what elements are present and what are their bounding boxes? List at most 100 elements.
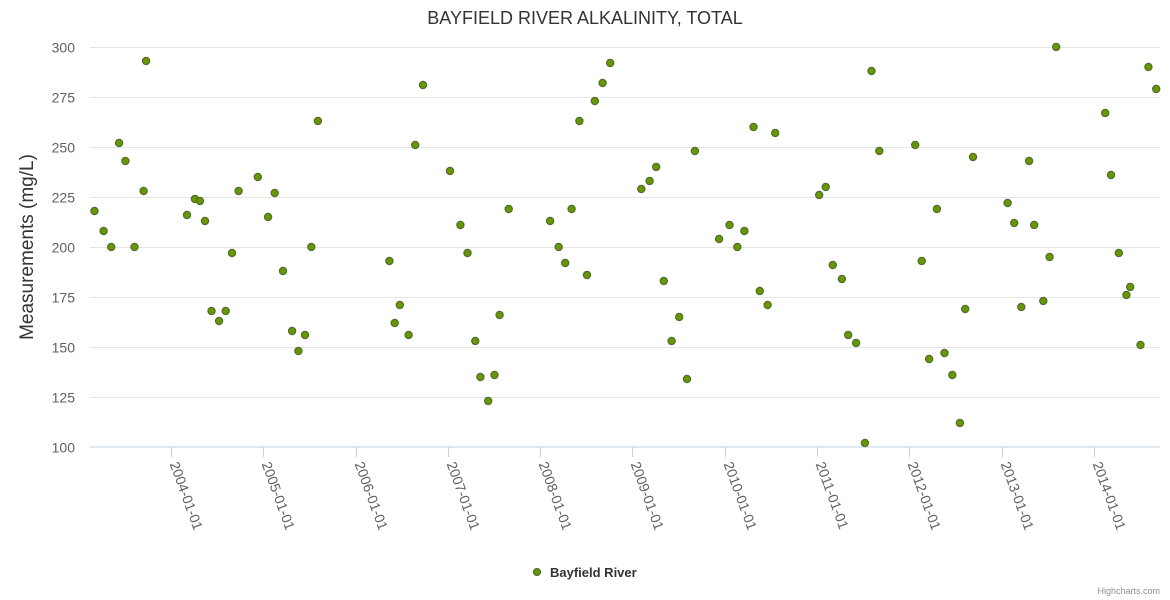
- data-point[interactable]: [1029, 220, 1039, 230]
- data-point[interactable]: [390, 318, 399, 328]
- data-point[interactable]: [445, 166, 455, 176]
- legend[interactable]: Bayfield River: [532, 565, 637, 580]
- data-point[interactable]: [968, 152, 978, 162]
- data-point[interactable]: [740, 226, 749, 236]
- data-point[interactable]: [1151, 84, 1161, 94]
- data-point[interactable]: [1122, 290, 1131, 300]
- data-point[interactable]: [561, 258, 570, 268]
- data-point[interactable]: [924, 354, 934, 364]
- data-point[interactable]: [99, 226, 108, 236]
- data-point[interactable]: [411, 140, 420, 150]
- data-point[interactable]: [484, 396, 493, 406]
- data-point[interactable]: [749, 122, 758, 132]
- data-point[interactable]: [875, 146, 884, 156]
- data-point[interactable]: [214, 316, 224, 326]
- data-point[interactable]: [130, 242, 139, 252]
- data-point[interactable]: [471, 336, 480, 346]
- data-point[interactable]: [200, 216, 210, 226]
- data-point[interactable]: [714, 234, 724, 244]
- data-point[interactable]: [227, 248, 237, 258]
- data-point[interactable]: [307, 242, 316, 252]
- data-point[interactable]: [1136, 340, 1145, 350]
- data-point[interactable]: [1114, 248, 1124, 258]
- data-point[interactable]: [221, 306, 230, 316]
- data-point[interactable]: [234, 186, 243, 196]
- data-point[interactable]: [567, 204, 576, 214]
- data-point[interactable]: [690, 146, 700, 156]
- data-point[interactable]: [821, 182, 830, 192]
- data-point[interactable]: [263, 212, 273, 222]
- data-point[interactable]: [867, 66, 876, 76]
- data-point[interactable]: [590, 96, 600, 106]
- data-point[interactable]: [1003, 198, 1012, 208]
- data-point[interactable]: [1045, 252, 1054, 262]
- data-point[interactable]: [300, 330, 310, 340]
- data-point[interactable]: [725, 220, 734, 230]
- data-point[interactable]: [418, 80, 428, 90]
- data-point[interactable]: [270, 188, 279, 198]
- data-point[interactable]: [948, 370, 957, 380]
- data-point[interactable]: [682, 374, 692, 384]
- data-point[interactable]: [961, 304, 970, 314]
- data-point[interactable]: [121, 156, 130, 166]
- data-point[interactable]: [1010, 218, 1019, 228]
- data-point[interactable]: [606, 58, 615, 68]
- data-point[interactable]: [955, 418, 965, 428]
- data-point[interactable]: [545, 216, 555, 226]
- data-point[interactable]: [253, 172, 262, 182]
- data-point[interactable]: [860, 438, 870, 448]
- data-point[interactable]: [207, 306, 216, 316]
- data-point[interactable]: [195, 196, 205, 206]
- data-point[interactable]: [844, 330, 853, 340]
- data-point[interactable]: [667, 336, 676, 346]
- data-point[interactable]: [637, 184, 646, 194]
- data-point[interactable]: [652, 162, 661, 172]
- data-point[interactable]: [645, 176, 654, 186]
- data-point[interactable]: [1017, 302, 1026, 312]
- data-point[interactable]: [287, 326, 297, 336]
- data-point[interactable]: [294, 346, 303, 356]
- data-point[interactable]: [90, 206, 99, 216]
- data-point[interactable]: [490, 370, 499, 380]
- data-point[interactable]: [139, 186, 148, 196]
- series-bayfield-river[interactable]: [90, 42, 1161, 448]
- data-point[interactable]: [495, 310, 504, 320]
- data-point[interactable]: [1144, 62, 1153, 72]
- data-point[interactable]: [940, 348, 949, 358]
- data-point[interactable]: [504, 204, 513, 214]
- credits-link[interactable]: Highcharts.com: [1097, 586, 1160, 596]
- data-point[interactable]: [763, 300, 772, 310]
- data-point[interactable]: [106, 242, 116, 252]
- data-point[interactable]: [755, 286, 765, 296]
- data-point[interactable]: [114, 138, 124, 148]
- data-point[interactable]: [675, 312, 684, 322]
- data-point[interactable]: [141, 56, 151, 66]
- data-point[interactable]: [837, 274, 847, 284]
- data-point[interactable]: [659, 276, 669, 286]
- data-point[interactable]: [1051, 42, 1061, 52]
- data-point[interactable]: [911, 140, 920, 150]
- data-point[interactable]: [1125, 282, 1135, 292]
- data-point[interactable]: [917, 256, 926, 266]
- data-point[interactable]: [1100, 108, 1110, 118]
- data-point[interactable]: [932, 204, 942, 214]
- data-point[interactable]: [575, 116, 584, 126]
- data-point[interactable]: [771, 128, 780, 138]
- data-point[interactable]: [582, 270, 592, 280]
- data-point[interactable]: [313, 116, 323, 126]
- data-point[interactable]: [828, 260, 838, 270]
- data-point[interactable]: [1106, 170, 1116, 180]
- data-point[interactable]: [851, 338, 861, 348]
- legend-label[interactable]: Bayfield River: [550, 565, 637, 580]
- data-point[interactable]: [182, 210, 192, 220]
- data-point[interactable]: [456, 220, 465, 230]
- data-point[interactable]: [395, 300, 404, 310]
- data-point[interactable]: [278, 266, 288, 276]
- data-point[interactable]: [476, 372, 485, 382]
- data-point[interactable]: [598, 78, 607, 88]
- data-point[interactable]: [1024, 156, 1034, 166]
- data-point[interactable]: [554, 242, 563, 252]
- data-point[interactable]: [733, 242, 742, 252]
- data-point[interactable]: [463, 248, 472, 258]
- data-point[interactable]: [385, 256, 394, 266]
